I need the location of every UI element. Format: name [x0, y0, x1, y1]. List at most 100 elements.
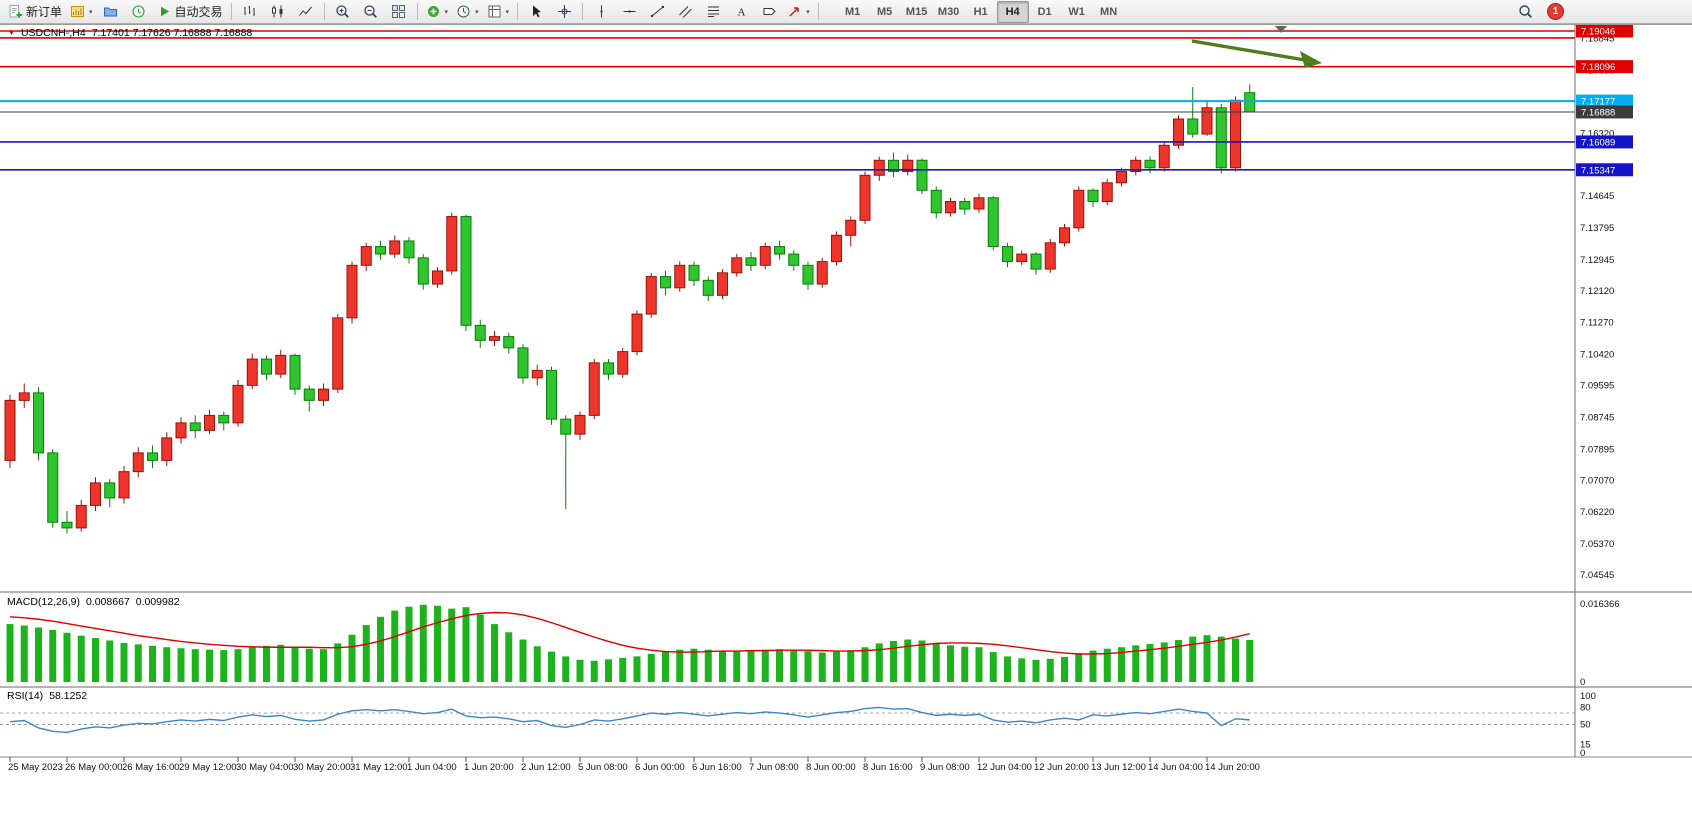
timeframe-d1-button[interactable]: D1 — [1037, 5, 1052, 18]
text-icon: A — [737, 7, 745, 19]
periods-icon — [457, 5, 470, 18]
timeframe-mn-button[interactable]: MN — [1100, 5, 1118, 18]
line-chart-button[interactable] — [292, 1, 320, 23]
periods-button[interactable]: ▾ — [452, 1, 483, 23]
macd-histogram-bar — [633, 656, 641, 682]
notification-badge[interactable]: 1 — [1547, 3, 1564, 20]
candle — [1130, 159, 1142, 173]
vertical-line-button[interactable] — [587, 1, 615, 23]
timeframe-m15-button[interactable]: M15 — [905, 5, 928, 18]
macd-histogram-bar — [790, 649, 798, 682]
arrows-button[interactable]: ▾ — [783, 1, 814, 23]
macd-histogram-bar — [505, 632, 513, 682]
candle — [61, 521, 73, 529]
candle — [246, 358, 258, 386]
macd-histogram-bar — [975, 647, 983, 682]
zoom-in-button[interactable] — [329, 1, 357, 23]
macd-histogram-bar — [434, 605, 441, 682]
timeframe-m30-button[interactable]: M30 — [937, 5, 960, 18]
timeframe-w1-button[interactable]: W1 — [1068, 5, 1085, 18]
macd-histogram-bar — [1217, 636, 1225, 682]
time-axis-label: 8 Jun 00:00 — [806, 762, 856, 773]
candle — [759, 246, 771, 266]
profiles-button[interactable] — [97, 1, 125, 23]
candle — [873, 159, 885, 176]
candle — [1116, 171, 1127, 184]
rsi-scale-label: 0 — [1580, 748, 1585, 759]
price-axis: 7.188457.179957.163207.146457.137957.129… — [1580, 34, 1614, 581]
auto-trading-button[interactable]: 自动交易 — [153, 1, 227, 23]
macd-histogram-bar — [918, 640, 926, 682]
templates-button[interactable]: ▾ — [483, 1, 514, 23]
bar-chart-icon — [244, 6, 256, 16]
candle — [588, 362, 600, 416]
candle — [1030, 253, 1042, 270]
fibonacci-button[interactable] — [699, 1, 727, 23]
indicators-button[interactable]: ▾ — [422, 1, 453, 23]
price-axis-label: 7.18845 — [1580, 34, 1614, 45]
price-badge-label: 7.15347 — [1581, 165, 1615, 176]
trend-arrow[interactable] — [1191, 39, 1306, 62]
new-chart-button[interactable]: ▾ — [66, 1, 97, 23]
chart-shift-marker-icon[interactable] — [1275, 26, 1287, 33]
macd-histogram-bar — [334, 643, 342, 682]
chart-header: ▼ USDCNH-,H4 7.17401 7.17626 7.16888 7.1… — [8, 27, 252, 39]
candle — [360, 246, 372, 266]
cursor-icon — [532, 5, 541, 18]
time-axis-label: 12 Jun 04:00 — [977, 762, 1032, 773]
macd-histogram-bar — [776, 649, 783, 682]
macd-histogram-bar — [35, 627, 42, 682]
crosshair-button[interactable] — [550, 1, 578, 23]
toolbar-right-group: 1 — [1511, 1, 1564, 23]
trendline-button[interactable] — [643, 1, 671, 23]
candle — [1002, 246, 1013, 263]
timeframe-h4-button[interactable]: H4 — [996, 0, 1029, 23]
macd-histogram-bar — [1018, 658, 1026, 682]
time-axis[interactable]: 25 May 2023 26 May 00:00 26 May 16:00 29 Ma… — [8, 757, 1260, 773]
label-icon — [763, 8, 776, 15]
candle — [1158, 144, 1170, 169]
zoom-out-button[interactable] — [357, 1, 385, 23]
auto-trading-icon — [160, 6, 169, 17]
search-button[interactable] — [1511, 1, 1539, 23]
macd-histogram-bar — [163, 647, 171, 682]
candle — [346, 264, 358, 319]
panel-separator[interactable] — [0, 686, 1692, 688]
macd-histogram-bar — [761, 649, 769, 682]
candle — [888, 159, 899, 173]
chevron-down-icon: ▾ — [89, 8, 93, 16]
timeframe-h1-button[interactable]: H1 — [973, 5, 988, 18]
price-axis-label: 7.16320 — [1580, 128, 1614, 139]
macd-histogram-bar — [448, 608, 456, 682]
bar-chart-button[interactable] — [236, 1, 264, 23]
candle — [717, 272, 728, 296]
candle — [645, 276, 657, 315]
candle — [831, 234, 842, 263]
timeframe-m1-button[interactable]: M1 — [844, 5, 861, 18]
macd-histogram-bar — [106, 640, 114, 682]
macd-histogram-bar — [576, 659, 584, 682]
candle — [161, 437, 173, 461]
label-button[interactable] — [755, 1, 783, 23]
cursor-button[interactable] — [522, 1, 550, 23]
macd-histogram-bar — [690, 648, 698, 682]
channel-button[interactable] — [671, 1, 699, 23]
candle — [517, 347, 529, 379]
macd-histogram-bar — [1160, 642, 1168, 682]
candle — [930, 189, 942, 214]
horizontal-line-button[interactable] — [615, 1, 643, 23]
new-order-button[interactable]: 新订单 — [4, 1, 66, 23]
candles-layer — [4, 84, 1256, 534]
macd-histogram-bar — [1232, 638, 1239, 682]
candlestick-icon — [272, 5, 283, 18]
timeframe-m5-button[interactable]: M5 — [876, 5, 893, 18]
tile-windows-button[interactable] — [385, 1, 413, 23]
macd-histogram-bar — [476, 614, 484, 682]
time-axis-label: 1 Jun 20:00 — [464, 762, 514, 773]
market-watch-button[interactable] — [125, 1, 153, 23]
panel-separator[interactable] — [0, 591, 1692, 593]
macd-histogram-bar — [77, 635, 85, 682]
candlestick-button[interactable] — [264, 1, 292, 23]
text-button[interactable]: A — [727, 1, 755, 23]
